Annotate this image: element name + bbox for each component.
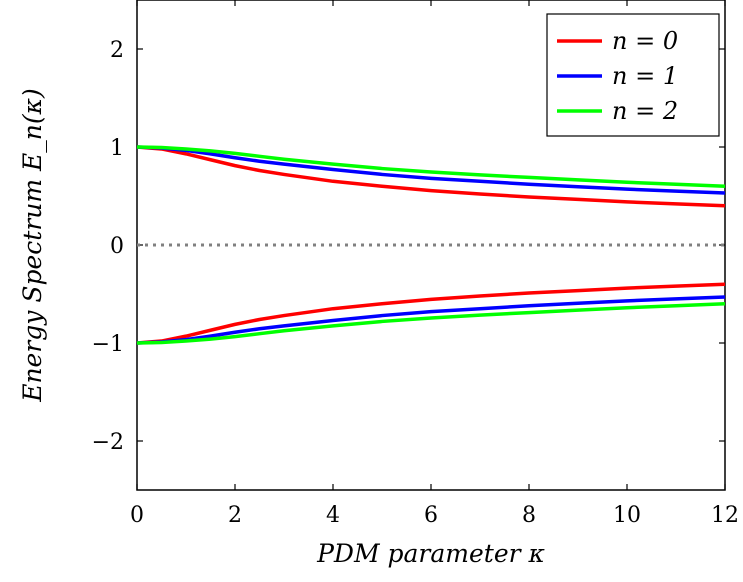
series-line-n1-upper (136, 145, 726, 195)
x-tick-label: 4 (326, 503, 340, 528)
legend-label-n1: n = 1 (612, 62, 678, 90)
legend: n = 0 n = 1 n = 2 (546, 13, 720, 137)
y-tick-label: −1 (92, 332, 124, 357)
y-axis-title: Energy Spectrum E_n(κ) (18, 88, 47, 403)
x-tick-label: 8 (522, 503, 536, 528)
series-line-n2-lower (136, 302, 726, 345)
series-line-n1-lower (136, 295, 726, 345)
y-tick-label: 0 (110, 234, 124, 259)
y-tick-label: −2 (92, 430, 124, 455)
x-tick-labels: 0 2 4 6 8 10 12 (130, 503, 739, 528)
y-tick-label: 1 (110, 136, 124, 161)
series-line-n0-lower (136, 282, 726, 345)
x-tick-label: 0 (130, 503, 144, 528)
y-tick-label: 2 (110, 38, 124, 63)
y-tick-labels: −2 −1 0 1 2 (92, 38, 124, 455)
legend-entries: n = 0 n = 1 n = 2 (557, 27, 678, 125)
series-curves (136, 145, 726, 345)
series-line-n0-upper (136, 145, 726, 208)
x-tick-label: 6 (424, 503, 438, 528)
series-line-n2-upper (136, 145, 726, 188)
legend-label-n2: n = 2 (612, 97, 678, 125)
x-tick-label: 2 (228, 503, 242, 528)
legend-label-n0: n = 0 (612, 27, 678, 55)
x-tick-label: 10 (613, 503, 641, 528)
x-tick-label: 12 (711, 503, 739, 528)
x-axis-title: PDM parameter κ (316, 539, 545, 568)
